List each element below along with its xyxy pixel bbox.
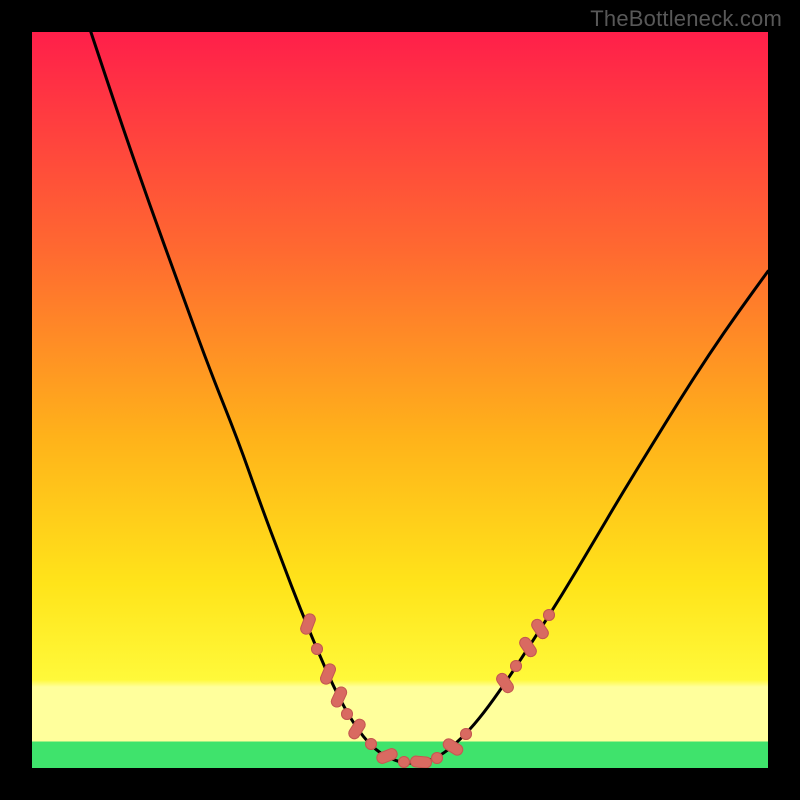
curve-marker bbox=[543, 609, 555, 621]
curve-marker bbox=[374, 747, 399, 766]
curve-marker bbox=[493, 671, 515, 696]
curve-marker bbox=[346, 716, 368, 741]
curve-marker bbox=[460, 728, 472, 740]
curve-marker bbox=[341, 708, 353, 720]
curve-marker bbox=[298, 612, 317, 637]
curve-marker bbox=[510, 660, 522, 672]
curve-marker bbox=[398, 756, 410, 768]
curve-marker bbox=[365, 738, 377, 750]
plot-area bbox=[32, 32, 768, 768]
curve-marker bbox=[329, 685, 349, 710]
curve-marker bbox=[431, 752, 443, 764]
curve-markers bbox=[32, 32, 768, 768]
curve-marker bbox=[311, 643, 323, 655]
curve-marker bbox=[517, 635, 539, 660]
chart-container: TheBottleneck.com bbox=[0, 0, 800, 800]
watermark-text: TheBottleneck.com bbox=[590, 6, 782, 32]
curve-marker bbox=[318, 661, 338, 686]
curve-marker bbox=[409, 755, 432, 768]
curve-marker bbox=[440, 736, 465, 758]
